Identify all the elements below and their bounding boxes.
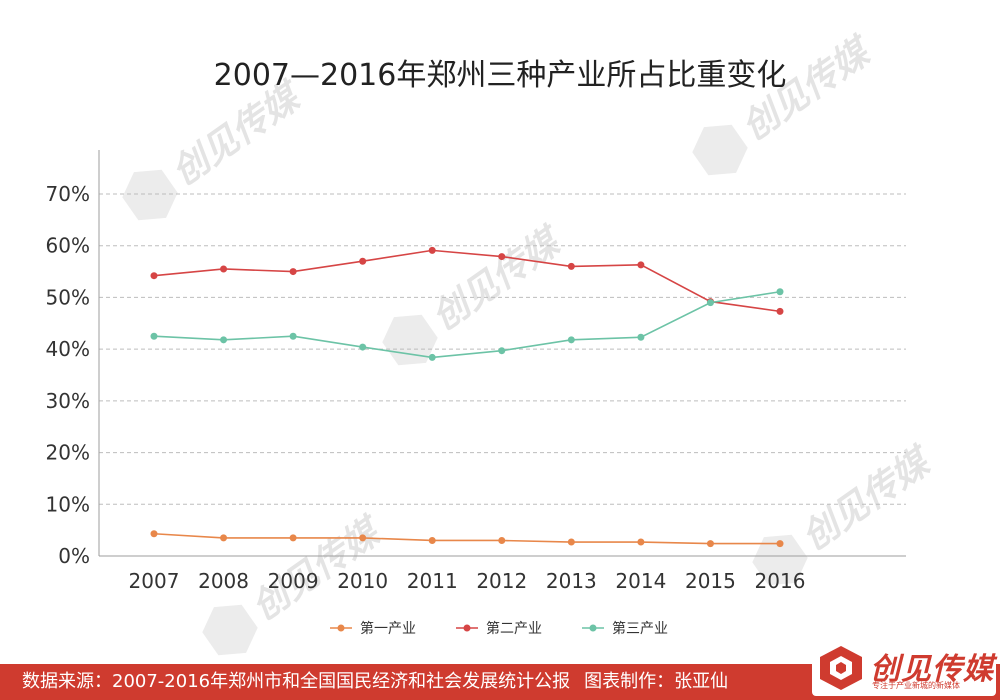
data-point — [776, 288, 784, 296]
brand-logo-icon — [820, 646, 862, 690]
data-point — [359, 534, 367, 542]
data-point — [220, 534, 228, 542]
legend-label: 第二产业 — [486, 620, 542, 637]
series-第三产业 — [150, 288, 784, 361]
y-tick-label: 60% — [46, 234, 90, 258]
y-tick-label: 50% — [46, 285, 90, 309]
data-point — [498, 536, 506, 544]
brand-tagline: 专注于产业新城的新媒体 — [872, 681, 960, 690]
y-tick-label: 0% — [58, 544, 90, 568]
data-point — [220, 336, 228, 344]
y-tick-label: 30% — [46, 389, 90, 413]
x-tick-label: 2012 — [476, 569, 527, 593]
chart-title: 2007—2016年郑州三种产业所占比重变化 — [214, 58, 787, 93]
axes — [98, 150, 906, 557]
series-layer — [150, 246, 784, 548]
y-tick-label: 70% — [46, 182, 90, 206]
data-point — [498, 253, 506, 261]
y-tick-label: 10% — [46, 492, 90, 516]
x-tick-label: 2008 — [198, 569, 249, 593]
legend-item: 第三产业 — [582, 620, 668, 637]
brand-badge: 创见传媒 专注于产业新城的新媒体 — [812, 640, 996, 696]
watermark-logo-icon — [122, 169, 178, 221]
legend-marker — [463, 624, 471, 632]
watermark-logo-icon — [752, 534, 808, 586]
watermark-logo-icon — [692, 124, 748, 176]
legend-label: 第一产业 — [360, 620, 416, 637]
x-tick-label: 2016 — [755, 569, 806, 593]
data-source-text: 数据来源：2007-2016年郑州市和全国国民经济和社会发展统计公报 — [22, 671, 571, 692]
data-point — [428, 353, 436, 361]
x-tick-label: 2010 — [337, 569, 388, 593]
data-point — [289, 268, 297, 276]
legend-item: 第一产业 — [330, 620, 416, 637]
x-tick-label: 2014 — [615, 569, 666, 593]
legend-marker — [337, 624, 345, 632]
data-point — [150, 332, 158, 340]
data-point — [498, 347, 506, 355]
watermark: 创见传媒 — [692, 29, 881, 176]
watermark: 创见传媒 — [382, 219, 571, 366]
data-point — [428, 246, 436, 254]
series-第一产业 — [150, 530, 784, 548]
x-tick-label: 2007 — [129, 569, 180, 593]
legend-label: 第三产业 — [612, 620, 668, 637]
x-tick-label: 2013 — [546, 569, 597, 593]
gridlines — [99, 193, 906, 505]
data-point — [776, 540, 784, 548]
data-point — [776, 307, 784, 315]
data-point — [637, 261, 645, 269]
y-tick-label: 20% — [46, 441, 90, 465]
data-point — [428, 536, 436, 544]
brand-name: 创见传媒 — [870, 652, 994, 687]
watermark-text: 创见传媒 — [425, 219, 571, 339]
x-tick-label: 2015 — [685, 569, 736, 593]
data-point — [637, 333, 645, 341]
y-axis-ticks: 0% 10% 20% 30% 40% 50% 60% 70% — [46, 182, 90, 568]
data-point — [289, 332, 297, 340]
data-point — [567, 262, 575, 270]
series-line — [153, 532, 780, 545]
legend-item: 第二产业 — [456, 620, 542, 637]
y-tick-label: 40% — [46, 337, 90, 361]
data-point — [567, 538, 575, 546]
data-point — [706, 540, 714, 548]
series-line — [153, 290, 781, 359]
x-tick-label: 2009 — [268, 569, 319, 593]
legend: 第一产业 第二产业 第三产业 — [330, 620, 668, 637]
chart-author-text: 图表制作：张亚仙 — [584, 671, 729, 692]
data-point — [150, 272, 158, 280]
data-point — [220, 265, 228, 273]
data-point — [706, 299, 714, 307]
series-line — [153, 249, 781, 313]
data-point — [567, 336, 575, 344]
x-tick-label: 2011 — [407, 569, 458, 593]
data-point — [289, 534, 297, 542]
legend-marker — [589, 624, 597, 632]
data-point — [637, 538, 645, 546]
watermark-logo-icon — [202, 604, 258, 656]
data-point — [359, 343, 367, 351]
watermark-text: 创见传媒 — [795, 439, 941, 559]
data-point — [359, 257, 367, 265]
data-point — [150, 530, 158, 538]
x-axis-ticks: 2007 2008 2009 2010 2011 2012 2013 2014 2015 2016 — [129, 569, 806, 593]
